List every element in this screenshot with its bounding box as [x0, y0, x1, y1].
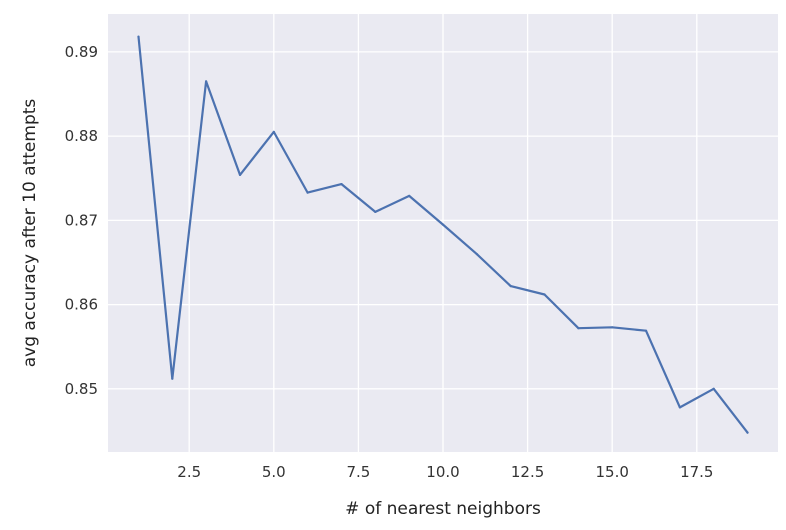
- y-tick-label: 0.85: [65, 380, 98, 398]
- x-tick-label: 15.0: [595, 463, 628, 481]
- data-point: [374, 210, 377, 213]
- data-point: [644, 329, 648, 332]
- data-point: [746, 431, 749, 434]
- data-point: [306, 191, 309, 194]
- x-tick-label: 12.5: [511, 463, 544, 481]
- data-point: [272, 130, 275, 133]
- series-layer: [137, 35, 749, 434]
- data-point: [408, 194, 411, 197]
- data-point: [171, 377, 174, 380]
- x-axis-label: # of nearest neighbors: [345, 499, 541, 519]
- x-tick-label: 2.5: [177, 463, 201, 481]
- y-tick-label: 0.88: [65, 127, 98, 145]
- data-point: [577, 327, 580, 330]
- y-tick-label: 0.87: [65, 211, 98, 229]
- y-tick-label: 0.86: [65, 296, 98, 314]
- data-point: [611, 326, 614, 329]
- data-point: [678, 406, 682, 409]
- data-point: [509, 285, 512, 288]
- x-gridlines: [188, 14, 698, 452]
- y-tick-labels: 0.85 0.86 0.87 0.88 0.89: [65, 43, 98, 398]
- data-point: [205, 80, 208, 83]
- data-point: [238, 173, 242, 176]
- data-point: [712, 387, 715, 390]
- data-point: [137, 35, 140, 38]
- x-tick-label: 5.0: [262, 463, 286, 481]
- x-tick-labels: 2.5 5.0 7.5 10.0 12.5 15.0 17.5: [177, 463, 713, 481]
- x-tick-label: 7.5: [346, 463, 370, 481]
- x-tick-label: 10.0: [426, 463, 459, 481]
- data-point: [543, 293, 546, 296]
- data-point: [441, 223, 445, 226]
- data-point: [340, 183, 343, 186]
- data-point: [475, 253, 478, 256]
- y-gridlines: [108, 51, 778, 390]
- y-tick-label: 0.89: [65, 43, 98, 61]
- y-axis-label: avg accuracy after 10 attempts: [20, 99, 40, 368]
- x-tick-label: 17.5: [680, 463, 713, 481]
